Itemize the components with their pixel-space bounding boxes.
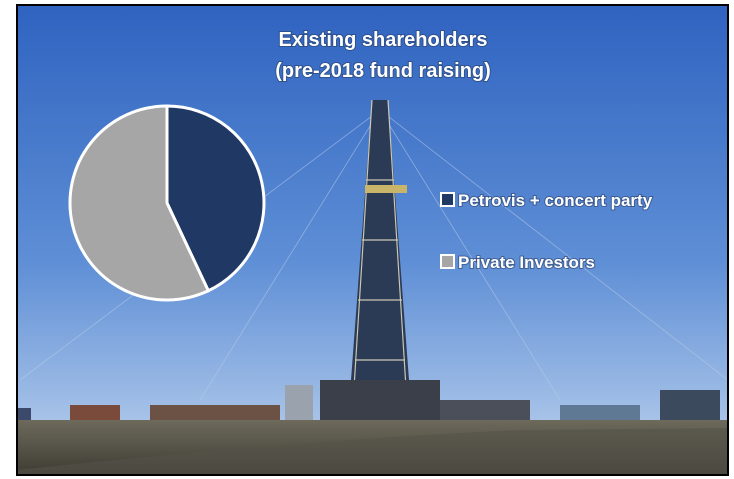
legend-label: Petrovis + concert party [458, 191, 653, 210]
chart-title: Existing shareholders [279, 29, 488, 51]
pie-slice [68, 104, 211, 302]
legend-swatch [440, 192, 455, 207]
legend-label: Private Investors [458, 253, 595, 272]
legend-swatch [440, 254, 455, 269]
pie [68, 104, 266, 302]
frame [16, 4, 729, 476]
pie-slice [165, 104, 266, 293]
legend: Petrovis + concert party Private Investor… [440, 190, 654, 273]
chart-subtitle: (pre-2018 fund raising) [275, 60, 491, 82]
